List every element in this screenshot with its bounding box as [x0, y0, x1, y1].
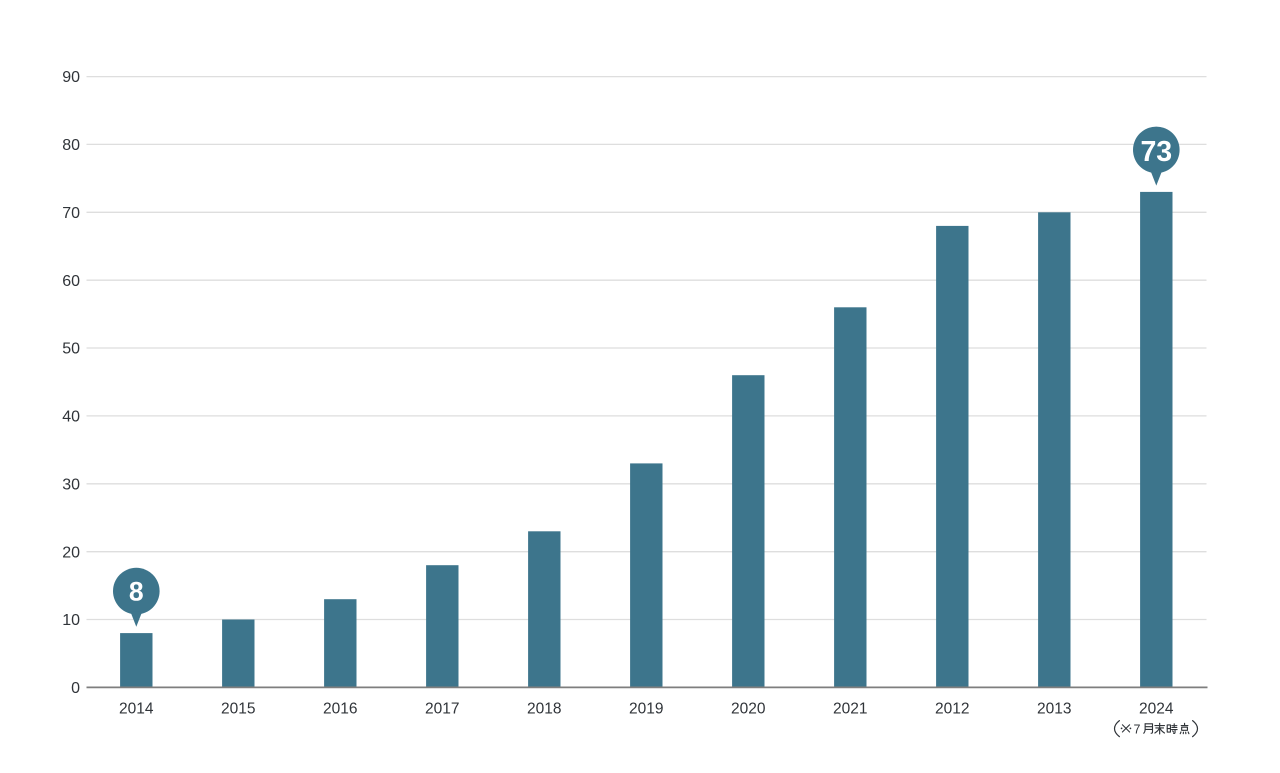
svg-text:30: 30 [62, 476, 80, 493]
svg-text:70: 70 [62, 205, 80, 222]
svg-text:2016: 2016 [323, 701, 357, 718]
svg-text:50: 50 [62, 341, 80, 358]
svg-text:2018: 2018 [527, 701, 561, 718]
svg-text:2019: 2019 [629, 701, 663, 718]
svg-text:80: 80 [62, 137, 80, 154]
svg-text:2024: 2024 [1139, 701, 1174, 718]
svg-text:20: 20 [62, 544, 80, 561]
svg-text:2020: 2020 [731, 701, 766, 718]
svg-text:8: 8 [129, 577, 144, 607]
svg-text:2014: 2014 [119, 701, 154, 718]
svg-text:90: 90 [62, 69, 80, 86]
svg-text:10: 10 [62, 612, 80, 629]
svg-text:60: 60 [62, 273, 80, 290]
svg-text:0: 0 [71, 680, 80, 697]
svg-text:2012: 2012 [935, 701, 969, 718]
svg-text:7: 7 [1134, 723, 1141, 737]
svg-text:2013: 2013 [1037, 701, 1071, 718]
svg-text:73: 73 [1140, 136, 1172, 168]
svg-text:2017: 2017 [425, 701, 459, 718]
svg-text:2015: 2015 [221, 701, 255, 718]
svg-text:40: 40 [62, 409, 80, 426]
svg-text:2021: 2021 [833, 701, 867, 718]
